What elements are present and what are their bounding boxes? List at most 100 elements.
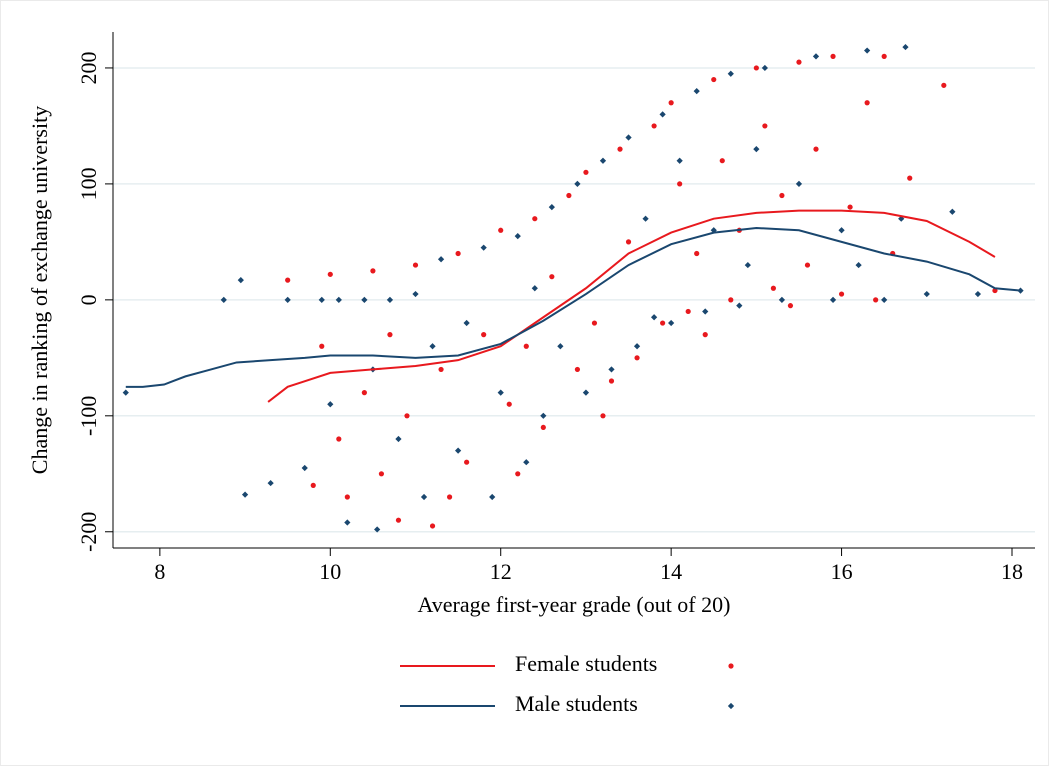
point: [318, 296, 325, 303]
point: [677, 181, 683, 187]
point: [685, 308, 691, 315]
point: [728, 297, 734, 303]
point: [829, 296, 837, 303]
point: [386, 296, 394, 303]
point: [310, 482, 316, 488]
legend-label: Male students: [515, 691, 638, 716]
y-tick-label: -200: [76, 512, 101, 552]
point: [335, 296, 342, 303]
y-tick-label: 200: [76, 51, 101, 84]
point: [387, 332, 393, 338]
point: [634, 355, 640, 361]
point: [660, 320, 666, 326]
point: [412, 262, 419, 268]
point: [446, 494, 453, 500]
point: [336, 436, 342, 442]
point: [395, 435, 402, 443]
point: [344, 494, 350, 500]
point: [523, 343, 529, 349]
point: [694, 250, 700, 257]
point: [778, 296, 786, 303]
x-tick-label: 14: [660, 559, 682, 584]
point: [540, 424, 546, 431]
point: [847, 204, 853, 210]
fit-line: [267, 209, 996, 403]
point: [719, 158, 725, 164]
point: [813, 146, 819, 152]
point: [702, 332, 708, 338]
point: [489, 493, 496, 501]
point: [267, 479, 274, 487]
legend-marker: [728, 663, 734, 669]
point: [608, 366, 615, 373]
point: [327, 271, 333, 277]
point: [804, 262, 811, 268]
point: [591, 320, 598, 326]
y-tick-label: -100: [76, 396, 101, 436]
y-axis-label: Change in ranking of exchange university: [27, 106, 52, 474]
legend-label: Female students: [515, 651, 657, 676]
point: [374, 526, 381, 533]
point: [770, 285, 776, 291]
point: [437, 256, 445, 263]
point: [285, 277, 291, 283]
point: [454, 447, 462, 454]
x-tick-label: 16: [831, 559, 853, 584]
point: [668, 100, 674, 106]
point: [625, 239, 632, 245]
point: [902, 43, 909, 51]
point: [395, 517, 402, 523]
point: [506, 401, 512, 407]
point: [881, 296, 888, 303]
point: [600, 413, 606, 419]
point: [497, 389, 504, 396]
point: [532, 216, 538, 222]
point: [515, 471, 521, 477]
x-axis-label: Average first-year grade (out of 20): [418, 592, 731, 617]
point: [557, 343, 564, 350]
point: [438, 366, 444, 373]
point: [361, 296, 368, 303]
fit-line: [125, 226, 1021, 388]
point: [327, 401, 334, 408]
point: [378, 471, 385, 477]
point: [907, 175, 913, 181]
point: [608, 378, 615, 384]
point: [617, 146, 623, 152]
legend-marker: [727, 702, 735, 710]
point: [633, 343, 641, 350]
point: [796, 59, 802, 65]
x-tick-label: 18: [1001, 559, 1023, 584]
point: [941, 82, 947, 88]
point: [787, 303, 794, 309]
point: [864, 100, 870, 106]
point: [455, 250, 461, 257]
point: [429, 343, 436, 350]
point: [361, 390, 367, 396]
point: [284, 296, 291, 303]
point: [420, 493, 428, 501]
point: [830, 53, 836, 59]
point: [481, 332, 487, 338]
point: [404, 413, 410, 419]
point: [566, 192, 572, 199]
y-tick-label: 0: [76, 294, 101, 305]
point: [711, 76, 717, 83]
point: [651, 123, 657, 129]
x-tick-label: 8: [154, 559, 165, 584]
point: [370, 268, 376, 274]
point: [873, 297, 879, 303]
point: [779, 192, 785, 199]
point: [464, 459, 470, 465]
point: [549, 274, 555, 280]
point: [498, 227, 504, 233]
point: [463, 319, 470, 327]
point: [753, 65, 759, 71]
point: [319, 343, 325, 349]
point: [574, 366, 581, 373]
point: [881, 53, 887, 59]
y-tick-label: 100: [76, 167, 101, 200]
point: [583, 169, 589, 175]
